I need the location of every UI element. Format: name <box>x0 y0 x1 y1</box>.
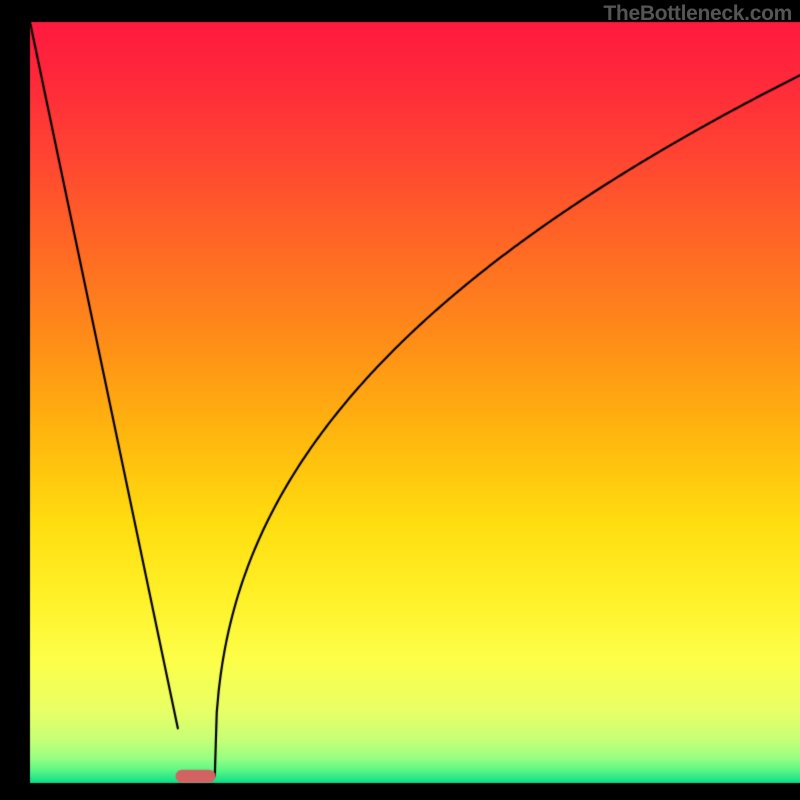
chart-container: TheBottleneck.com <box>0 0 800 800</box>
watermark-text: TheBottleneck.com <box>603 2 792 26</box>
curve-layer <box>0 0 800 800</box>
